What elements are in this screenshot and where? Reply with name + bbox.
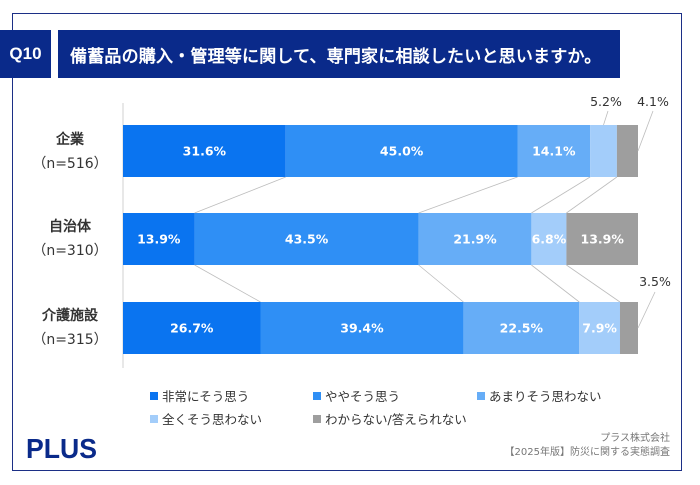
connector-line	[418, 176, 518, 214]
bar-segment	[517, 125, 591, 177]
connector-line	[531, 176, 591, 214]
data-label-outside: 3.5%	[639, 274, 671, 289]
category-name: 自治体	[49, 219, 91, 235]
legend-label: 非常にそう思う	[162, 389, 250, 404]
bar-segment	[463, 302, 580, 354]
bar-segment	[590, 125, 617, 177]
source-note: プラス株式会社 【2025年版】防災に関する実態調査	[505, 432, 670, 460]
question-title-text: 備蓄品の購入・管理等に関して、専門家に相談したいと思いますか。	[70, 46, 602, 67]
legend-label: あまりそう思わない	[489, 389, 602, 404]
data-label: 39.4%	[340, 321, 384, 336]
connector-line	[194, 264, 261, 303]
data-label: 21.9%	[453, 232, 497, 247]
leader-line	[637, 110, 654, 152]
legend-item-2: あまりそう思わない	[477, 386, 602, 405]
legend-label: 全くそう思わない	[162, 412, 263, 427]
category-name: 介護施設	[42, 308, 98, 324]
category-label-0: 企業 （n=516）	[20, 128, 120, 176]
connector-line	[418, 264, 464, 303]
data-label: 6.8%	[532, 232, 567, 247]
legend-item-3: 全くそう思わない	[150, 409, 262, 428]
bar-segment	[123, 302, 261, 354]
legend-swatch	[150, 391, 158, 400]
data-label: 31.6%	[183, 144, 227, 159]
legend-item-4: わからない/答えられない	[313, 409, 467, 428]
bar-segment	[619, 302, 638, 354]
bar-segment	[616, 125, 638, 177]
legend-item-0: 非常にそう思う	[150, 386, 249, 405]
data-label: 22.5%	[500, 321, 544, 336]
question-number: Q10	[0, 30, 51, 78]
data-label: 14.1%	[532, 144, 576, 159]
data-label: 26.7%	[170, 321, 214, 336]
bar-segment	[566, 213, 638, 265]
data-label: 13.9%	[137, 232, 181, 247]
legend-label: わからない/答えられない	[325, 412, 467, 427]
connector-line	[531, 264, 580, 303]
data-label: 43.5%	[285, 232, 329, 247]
bar-segment	[123, 125, 286, 177]
connector-line	[566, 176, 618, 214]
bar-segment	[285, 125, 518, 177]
data-label: 13.9%	[581, 232, 625, 247]
plus-logo: PLUS	[26, 433, 97, 464]
data-label: 45.0%	[380, 144, 424, 159]
connector-line	[194, 176, 286, 214]
category-n: （n=315）	[32, 332, 108, 348]
data-label-outside: 5.2%	[590, 94, 622, 109]
data-label: 7.9%	[582, 321, 617, 336]
category-label-1: 自治体 （n=310）	[20, 215, 120, 263]
bar-segment	[579, 302, 620, 354]
category-n: （n=310）	[32, 243, 108, 259]
bar-segment	[123, 213, 195, 265]
legend-swatch	[150, 414, 158, 423]
category-name: 企業	[56, 132, 84, 148]
survey-name: 【2025年版】防災に関する実態調査	[504, 447, 670, 458]
legend-label: ややそう思う	[325, 389, 401, 404]
bar-segment	[260, 302, 464, 354]
leader-line	[637, 291, 656, 329]
category-label-2: 介護施設 （n=315）	[20, 304, 120, 352]
legend-item-1: ややそう思う	[313, 386, 400, 405]
legend-swatch	[313, 414, 321, 423]
company-name: プラス株式会社	[600, 433, 670, 444]
legend-swatch	[313, 391, 321, 400]
connector-line	[566, 264, 621, 303]
data-label-outside: 4.1%	[637, 94, 669, 109]
legend-swatch	[477, 391, 485, 400]
bar-segment	[418, 213, 532, 265]
bar-segment	[531, 213, 567, 265]
category-n: （n=516）	[32, 156, 108, 172]
leader-line	[603, 110, 609, 126]
bar-segment	[194, 213, 419, 265]
question-title: 備蓄品の購入・管理等に関して、専門家に相談したいと思いますか。	[58, 30, 620, 78]
